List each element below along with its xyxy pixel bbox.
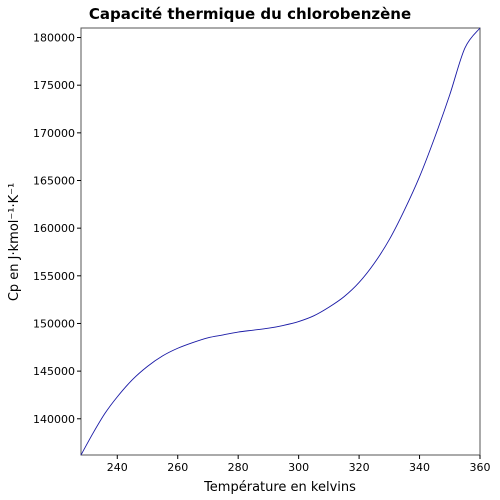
x-tick-label: 360 <box>470 461 491 474</box>
y-tick-label: 155000 <box>33 270 75 283</box>
y-tick-label: 150000 <box>33 317 75 330</box>
y-tick-label: 175000 <box>33 79 75 92</box>
y-tick-label: 180000 <box>33 32 75 45</box>
y-tick-label: 170000 <box>33 127 75 140</box>
y-tick-label: 145000 <box>33 365 75 378</box>
y-tick-label: 165000 <box>33 175 75 188</box>
chart-title: Capacité thermique du chlorobenzène <box>89 5 411 23</box>
y-axis: 140000 145000 150000 155000 160000 165000 1700… <box>33 32 81 426</box>
y-tick-label: 140000 <box>33 413 75 426</box>
x-tick-label: 320 <box>349 461 370 474</box>
plot-frame <box>80 27 481 456</box>
series-line-cp <box>80 27 481 456</box>
x-tick-label: 240 <box>107 461 128 474</box>
x-tick-label: 260 <box>167 461 188 474</box>
x-tick-label: 300 <box>288 461 309 474</box>
y-tick-label: 160000 <box>33 222 75 235</box>
x-axis-label: Température en kelvins <box>203 480 356 495</box>
y-axis-label: Cp en J·kmol⁻¹·K⁻¹ <box>7 183 22 301</box>
x-axis: 240 260 280 300 320 340 360 <box>107 455 491 474</box>
x-tick-label: 280 <box>228 461 249 474</box>
x-tick-label: 340 <box>409 461 430 474</box>
